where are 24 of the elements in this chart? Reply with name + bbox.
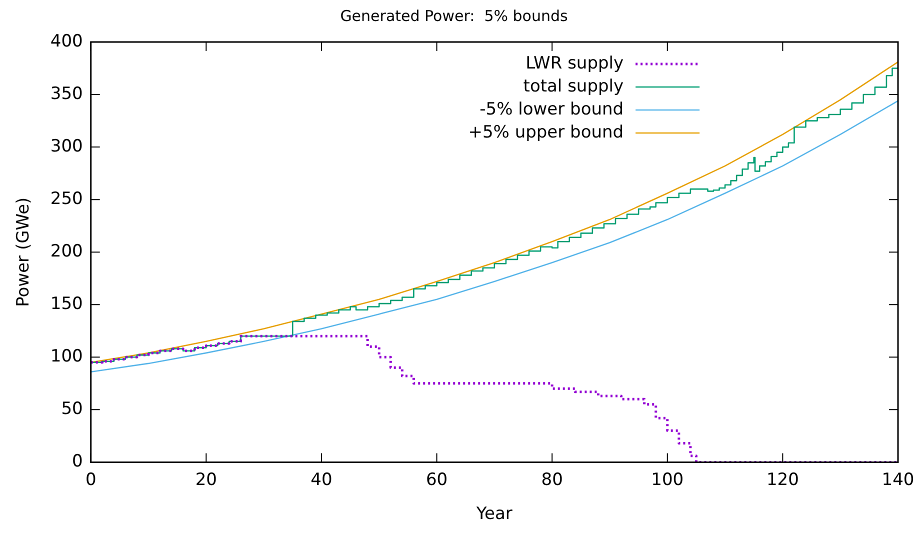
x-tick-label: 40 <box>310 470 332 490</box>
x-axis-title: Year <box>475 504 512 524</box>
y-tick-label: 400 <box>50 31 83 52</box>
y-tick-label: 100 <box>50 346 83 367</box>
x-tick-label: 0 <box>85 470 96 490</box>
legend-label: LWR supply <box>526 53 624 74</box>
legend-label: total supply <box>523 76 624 96</box>
legend-label: +5% upper bound <box>468 122 624 142</box>
x-tick-label: 60 <box>426 470 448 490</box>
x-tick-label: 100 <box>651 470 684 490</box>
y-tick-label: 250 <box>50 188 83 209</box>
x-tick-label: 120 <box>766 470 799 490</box>
y-axis-title: Power (GWe) <box>14 197 34 307</box>
y-tick-label: 200 <box>50 242 83 262</box>
legend-label: -5% lower bound <box>480 99 624 120</box>
y-tick-label: 350 <box>50 84 83 104</box>
y-tick-label: 300 <box>50 136 83 156</box>
x-tick-label: 140 <box>882 470 914 490</box>
y-tick-label: 0 <box>72 452 83 472</box>
y-tick-label: 150 <box>50 294 83 314</box>
y-tick-label: 50 <box>61 399 83 420</box>
x-tick-label: 80 <box>541 470 563 490</box>
x-tick-label: 20 <box>195 470 217 490</box>
chart-title: Generated Power: 5% bounds <box>340 6 568 25</box>
